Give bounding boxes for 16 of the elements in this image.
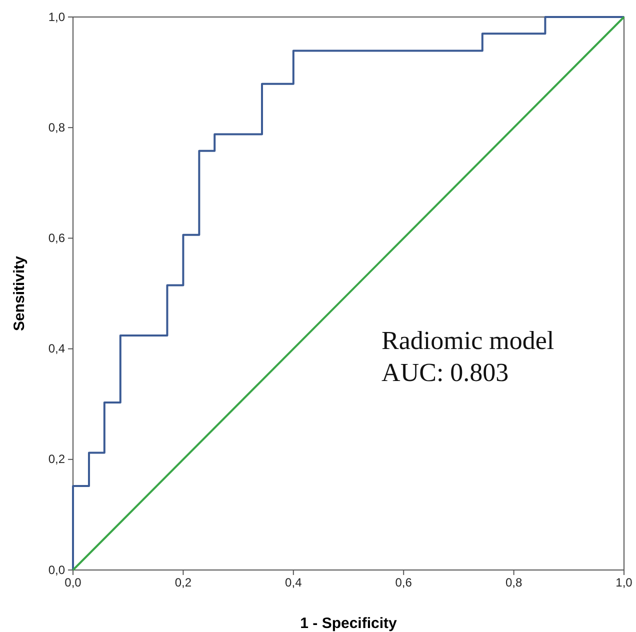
y-tick-label: 0,8 xyxy=(48,120,66,134)
x-tick-label: 0,0 xyxy=(64,576,82,590)
annotation: AUC: 0.803 xyxy=(382,358,509,387)
x-axis-title: 1 - Specificity xyxy=(300,615,398,632)
y-tick-label: 0,0 xyxy=(48,562,66,577)
y-axis-title: Sensitivity xyxy=(11,255,28,332)
x-tick-label: 0,4 xyxy=(285,576,302,590)
y-tick-label: 0,4 xyxy=(48,342,66,356)
annotation: Radiomic model xyxy=(382,326,554,355)
y-tick-label: 0,2 xyxy=(48,452,66,466)
y-tick-label: 1,0 xyxy=(48,10,66,24)
x-tick-label: 0,2 xyxy=(174,576,192,590)
y-tick-label: 0,6 xyxy=(48,231,66,246)
x-tick-label: 1,0 xyxy=(616,576,633,590)
x-tick-label: 0,8 xyxy=(505,576,522,590)
x-tick-label: 0,6 xyxy=(395,576,412,590)
